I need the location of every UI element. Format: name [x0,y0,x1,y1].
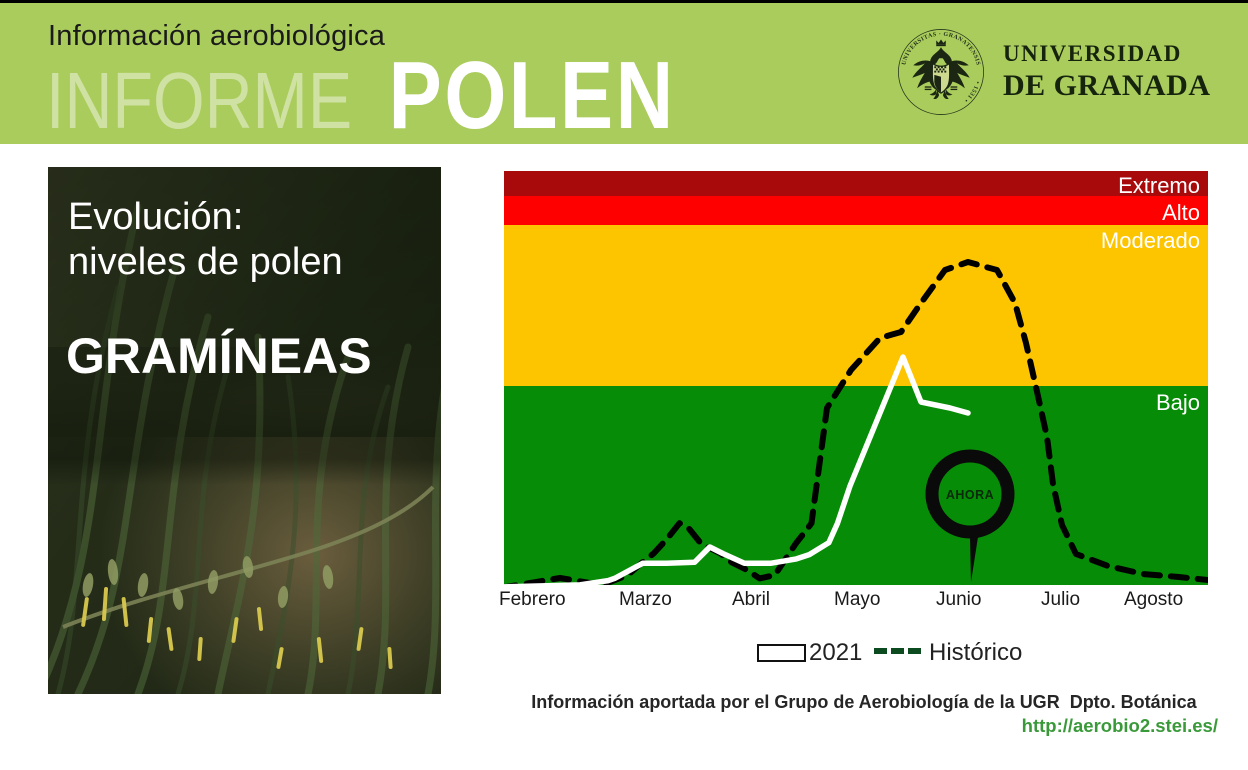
svg-text:AHORA: AHORA [946,488,994,502]
svg-text:• 1531 •: • 1531 • [963,80,980,103]
